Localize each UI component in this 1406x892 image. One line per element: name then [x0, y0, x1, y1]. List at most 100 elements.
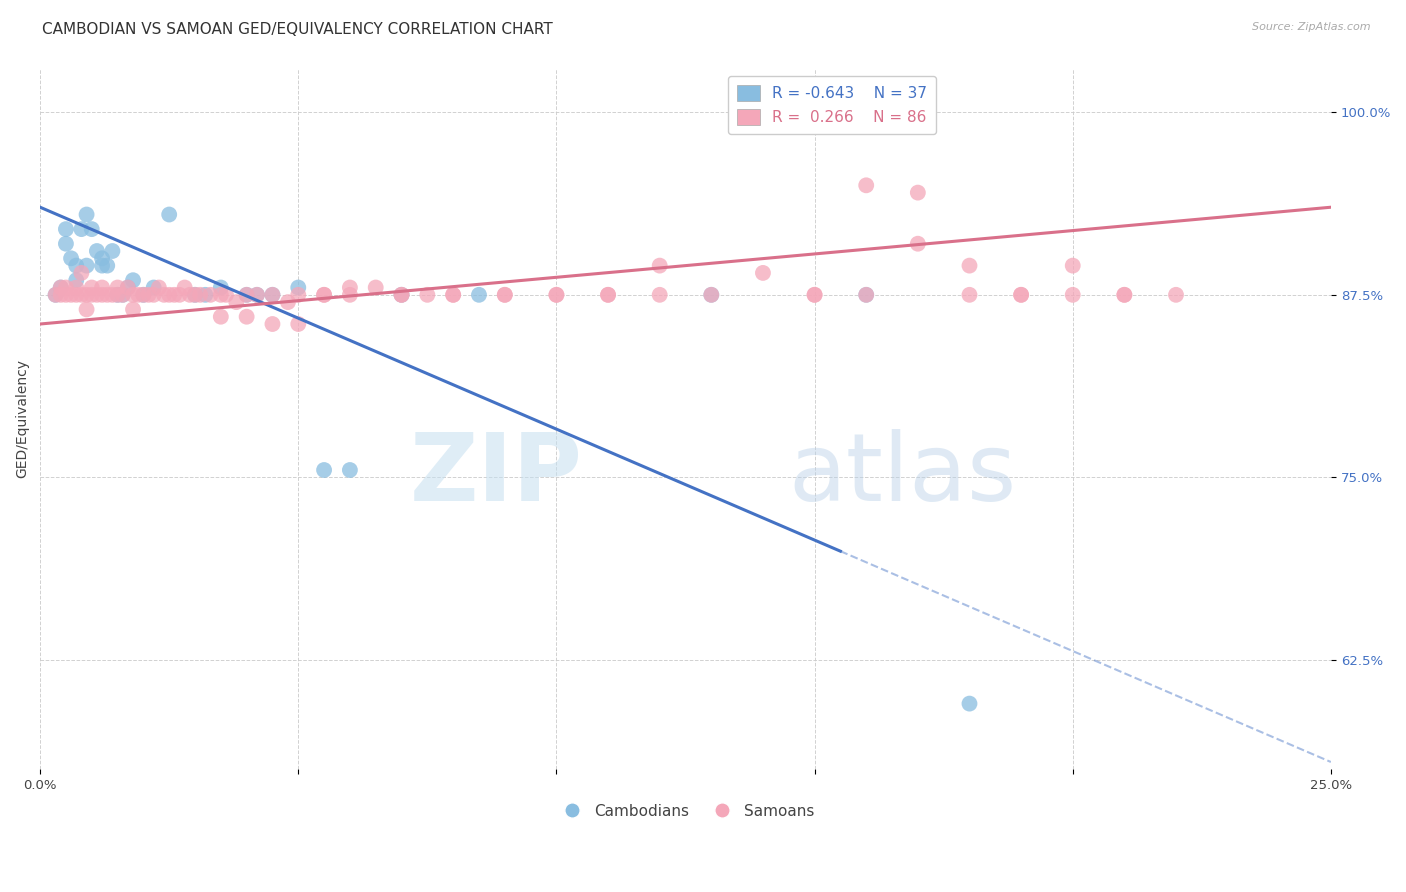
Point: [163, 288, 186, 302]
Text: CAMBODIAN VS SAMOAN GED/EQUIVALENCY CORRELATION CHART: CAMBODIAN VS SAMOAN GED/EQUIVALENCY CORR…: [42, 22, 553, 37]
Point: [122, 288, 145, 302]
Point: [55, 280, 77, 294]
Point: [803, 288, 825, 302]
Point: [959, 697, 981, 711]
Point: [494, 288, 516, 302]
Point: [1114, 288, 1136, 302]
Point: [546, 288, 568, 302]
Point: [101, 244, 124, 258]
Point: [1062, 288, 1084, 302]
Point: [596, 288, 619, 302]
Point: [1114, 288, 1136, 302]
Text: atlas: atlas: [789, 429, 1017, 521]
Point: [194, 288, 217, 302]
Point: [91, 280, 114, 294]
Point: [91, 288, 114, 302]
Point: [700, 288, 723, 302]
Point: [959, 288, 981, 302]
Point: [91, 252, 114, 266]
Point: [122, 302, 145, 317]
Point: [648, 259, 671, 273]
Point: [49, 280, 72, 294]
Point: [122, 273, 145, 287]
Point: [86, 288, 108, 302]
Point: [209, 288, 232, 302]
Point: [101, 288, 124, 302]
Point: [70, 266, 93, 280]
Point: [86, 244, 108, 258]
Point: [49, 280, 72, 294]
Point: [314, 463, 336, 477]
Point: [339, 280, 361, 294]
Point: [132, 288, 155, 302]
Point: [45, 288, 67, 302]
Point: [117, 280, 139, 294]
Point: [148, 280, 170, 294]
Point: [235, 288, 257, 302]
Point: [855, 288, 877, 302]
Point: [262, 288, 284, 302]
Point: [96, 288, 118, 302]
Point: [173, 280, 195, 294]
Point: [76, 207, 98, 221]
Point: [339, 463, 361, 477]
Point: [49, 288, 72, 302]
Point: [70, 222, 93, 236]
Point: [215, 288, 238, 302]
Point: [855, 288, 877, 302]
Point: [127, 288, 149, 302]
Point: [907, 186, 929, 200]
Point: [142, 288, 165, 302]
Point: [209, 310, 232, 324]
Point: [60, 288, 83, 302]
Point: [60, 252, 83, 266]
Point: [76, 259, 98, 273]
Point: [700, 288, 723, 302]
Point: [855, 178, 877, 193]
Point: [1062, 259, 1084, 273]
Point: [132, 288, 155, 302]
Point: [107, 280, 129, 294]
Point: [65, 280, 87, 294]
Point: [111, 288, 134, 302]
Point: [70, 288, 93, 302]
Point: [262, 288, 284, 302]
Point: [142, 280, 165, 294]
Point: [184, 288, 207, 302]
Point: [287, 317, 309, 331]
Point: [314, 288, 336, 302]
Point: [235, 310, 257, 324]
Point: [179, 288, 201, 302]
Point: [209, 280, 232, 294]
Point: [188, 288, 211, 302]
Point: [287, 288, 309, 302]
Point: [596, 288, 619, 302]
Point: [80, 280, 103, 294]
Point: [235, 288, 257, 302]
Point: [200, 288, 222, 302]
Point: [391, 288, 413, 302]
Point: [117, 280, 139, 294]
Point: [314, 288, 336, 302]
Point: [752, 266, 775, 280]
Point: [76, 288, 98, 302]
Point: [138, 288, 160, 302]
Point: [391, 288, 413, 302]
Point: [441, 288, 464, 302]
Point: [80, 222, 103, 236]
Point: [959, 259, 981, 273]
Point: [55, 222, 77, 236]
Point: [277, 295, 299, 310]
Point: [648, 288, 671, 302]
Point: [45, 288, 67, 302]
Point: [441, 288, 464, 302]
Point: [287, 280, 309, 294]
Point: [55, 288, 77, 302]
Point: [546, 288, 568, 302]
Point: [111, 288, 134, 302]
Point: [262, 317, 284, 331]
Y-axis label: GED/Equivalency: GED/Equivalency: [15, 359, 30, 478]
Point: [1010, 288, 1032, 302]
Point: [55, 236, 77, 251]
Point: [157, 207, 180, 221]
